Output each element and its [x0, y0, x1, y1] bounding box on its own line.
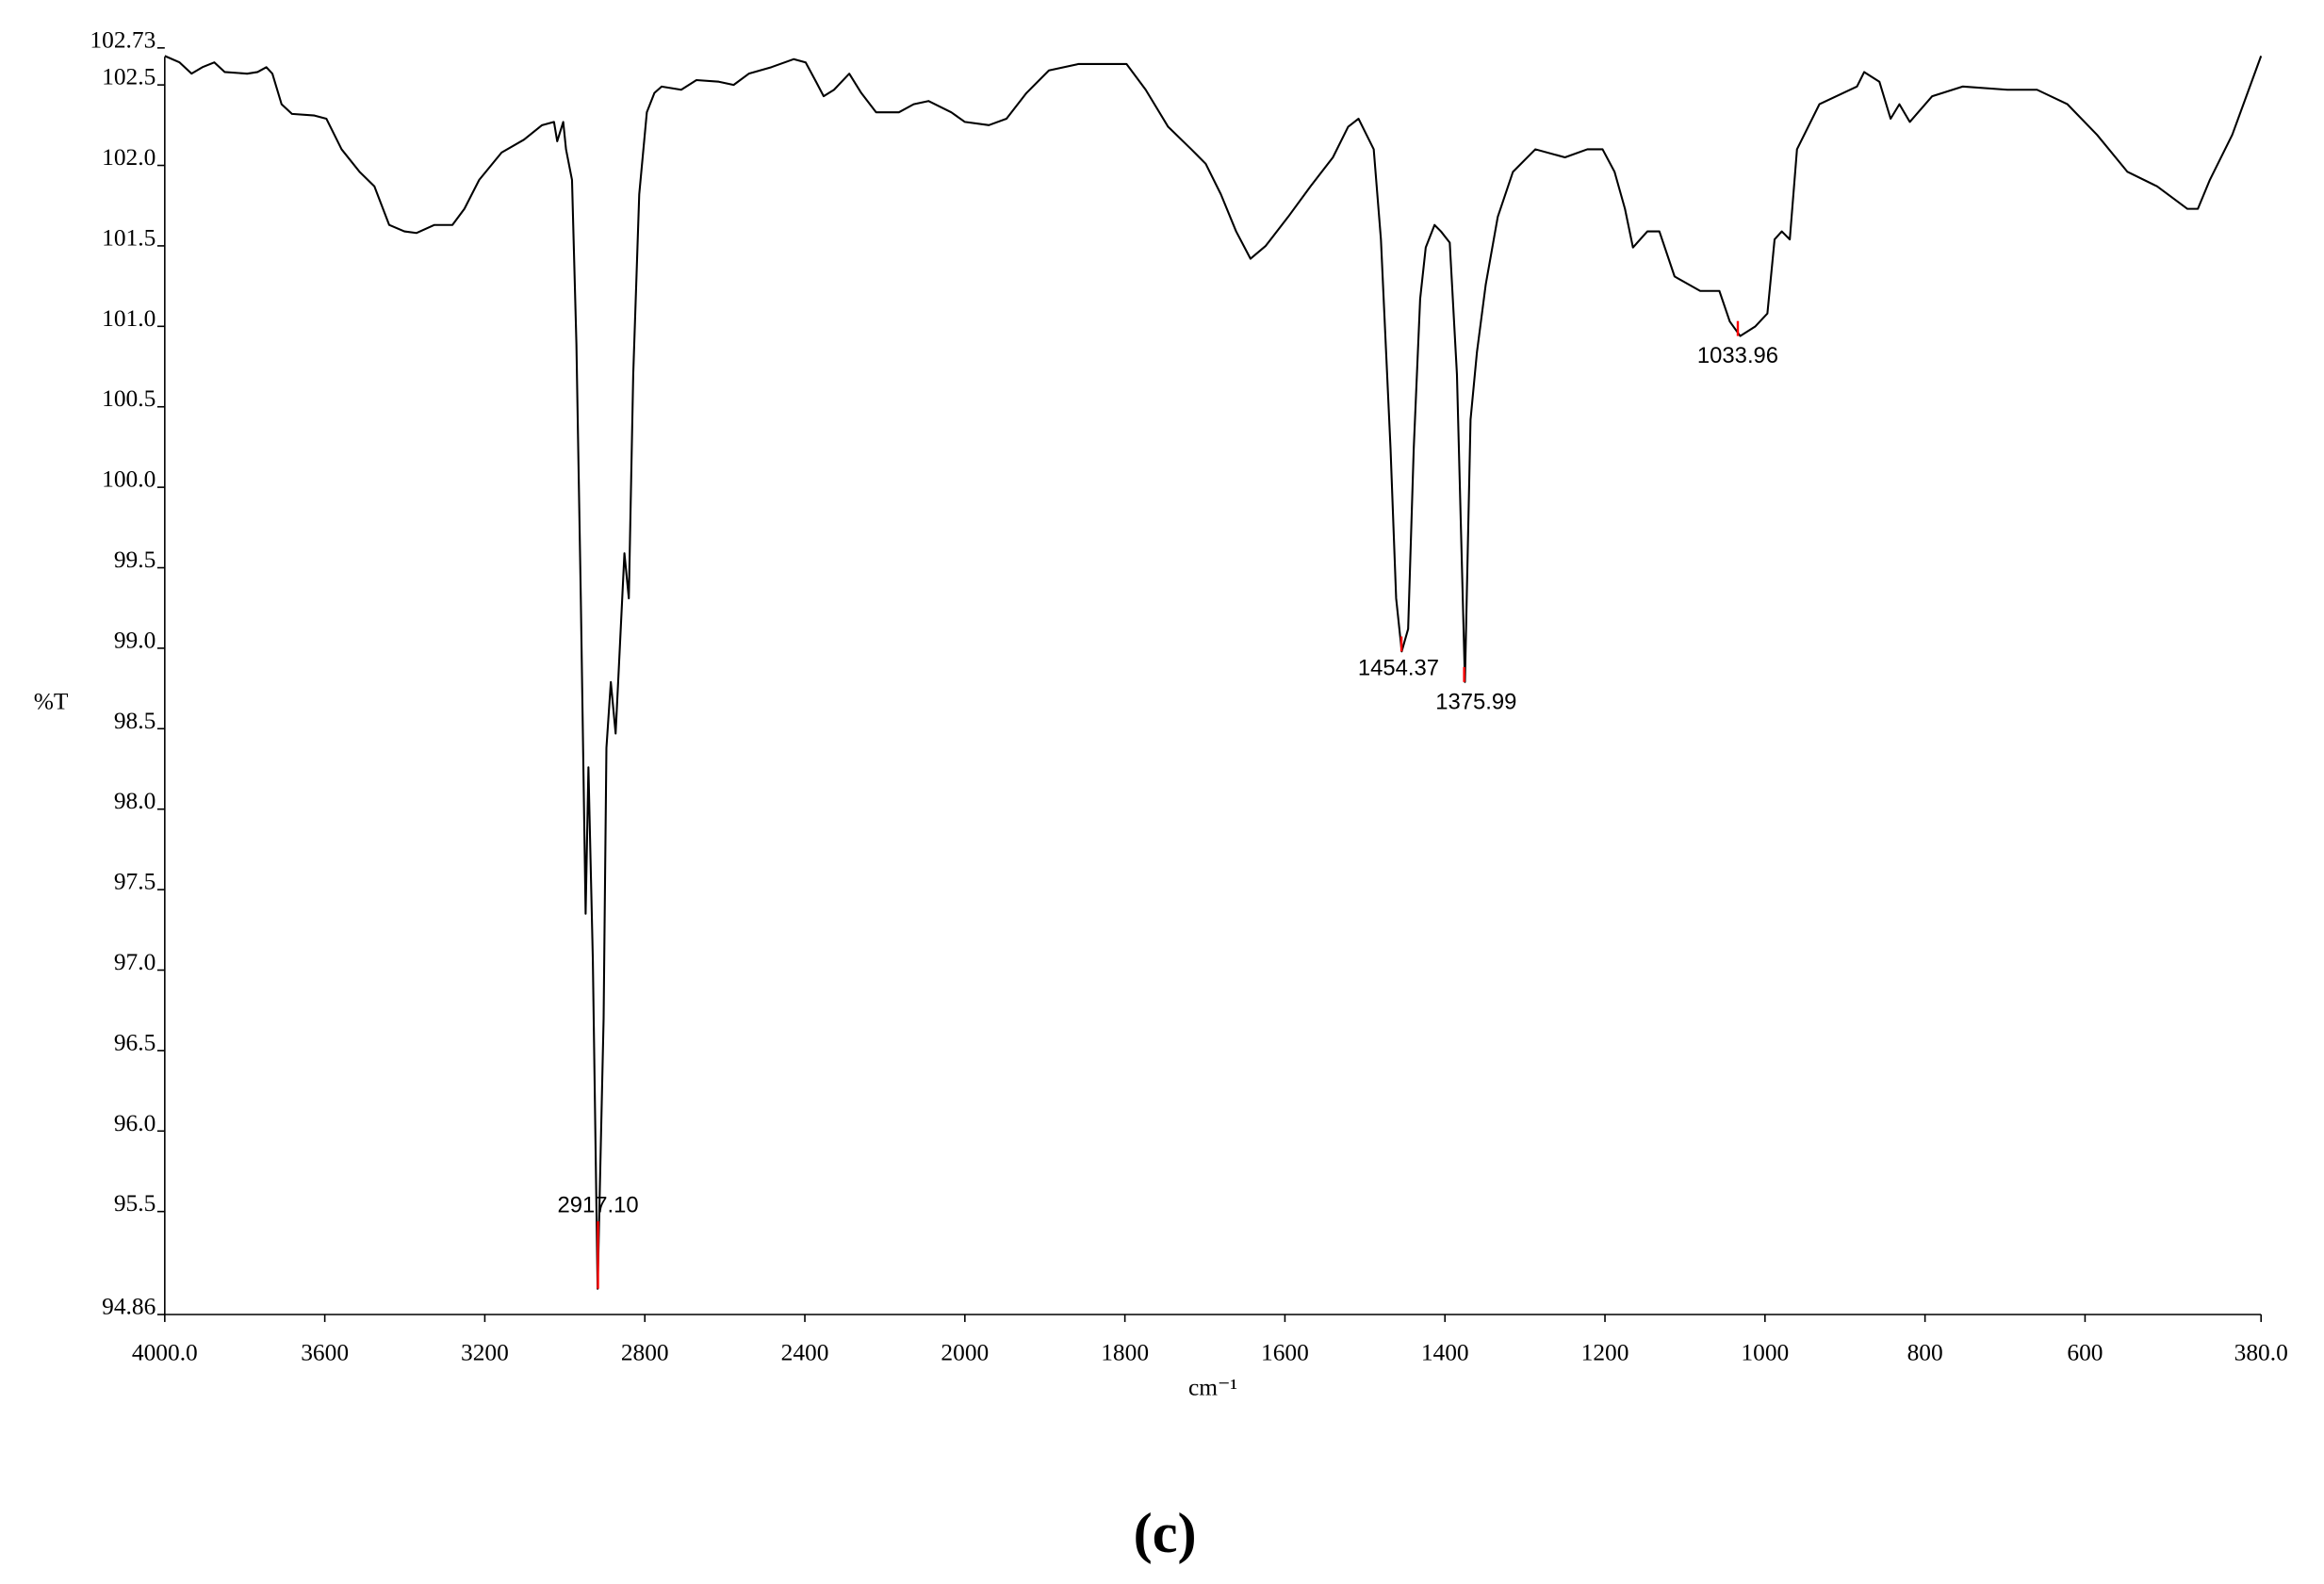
y-tick-label: 98.5 [114, 708, 155, 734]
x-tick-label: 1600 [1261, 1340, 1309, 1366]
y-tick-label: 97.5 [114, 869, 155, 895]
peak-label: 1033.96 [1697, 343, 1778, 368]
y-tick-label: 99.0 [114, 627, 155, 653]
y-tick-label: 102.5 [102, 64, 155, 90]
x-tick-label: 1800 [1101, 1340, 1149, 1366]
peak-label: 2917.10 [557, 1193, 638, 1218]
y-tick-label: 100.0 [102, 466, 155, 493]
y-tick-label: 94.86 [102, 1293, 155, 1319]
x-tick-label: 1000 [1741, 1340, 1789, 1366]
x-tick-label: 800 [1907, 1340, 1943, 1366]
y-tick-label: 101.5 [102, 224, 155, 251]
peak-label: 1375.99 [1435, 689, 1516, 714]
peak-label: 1454.37 [1358, 656, 1439, 681]
x-tick-label: 3200 [461, 1340, 509, 1366]
y-tick-label: 101.0 [102, 305, 155, 332]
x-tick-label: 600 [2067, 1340, 2103, 1366]
y-tick-label: 102.73 [90, 26, 155, 53]
x-tick-label: 1200 [1581, 1340, 1629, 1366]
x-tick-label: 1400 [1421, 1340, 1469, 1366]
y-tick-label: 96.0 [114, 1110, 155, 1136]
x-tick-label: 2800 [621, 1340, 669, 1366]
y-tick-label: 99.5 [114, 547, 155, 573]
x-tick-label: 4000.0 [132, 1340, 198, 1366]
panel-label: (c) [1134, 1502, 1197, 1565]
y-tick-label: 96.5 [114, 1029, 155, 1055]
y-tick-label: 97.0 [114, 949, 155, 975]
y-tick-label: 95.5 [114, 1190, 155, 1217]
x-tick-label: 3600 [301, 1340, 349, 1366]
x-tick-label: 2000 [941, 1340, 989, 1366]
x-tick-label: 2400 [781, 1340, 829, 1366]
y-tick-label: 98.0 [114, 788, 155, 814]
y-tick-label: 100.5 [102, 385, 155, 412]
y-axis-label: %T [34, 689, 69, 715]
x-tick-label: 380.0 [2234, 1340, 2288, 1366]
spectrum-line [164, 55, 2263, 1290]
y-tick-label: 102.0 [102, 144, 155, 171]
x-axis-label: cm⁻¹ [1188, 1374, 1237, 1400]
